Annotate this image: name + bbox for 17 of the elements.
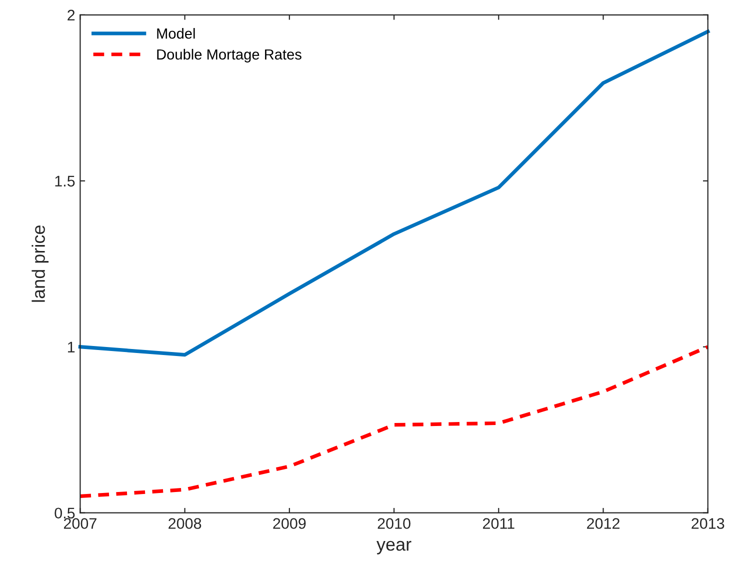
y-tick-label: 1.5 xyxy=(55,176,75,187)
x-tick-label: 2008 xyxy=(168,518,202,529)
x-tick-label: 2012 xyxy=(587,518,620,529)
x-tick-label: 2010 xyxy=(378,518,410,529)
line-series xyxy=(78,30,710,357)
legend-label: Model xyxy=(157,28,195,39)
x-tick-label: 2007 xyxy=(64,518,96,529)
x-tick-label: 2013 xyxy=(692,518,724,529)
legend-label: Double Mortage Rates xyxy=(157,48,302,63)
x-axis-title: year xyxy=(376,540,412,554)
x-tick-label: 2011 xyxy=(482,518,514,529)
y-tick-label: 1 xyxy=(68,342,75,352)
y-tick-label: 2 xyxy=(68,10,75,20)
y-axis-title: land price xyxy=(32,226,49,302)
y-tick-label: 0.5 xyxy=(54,508,75,519)
line-series xyxy=(78,345,710,498)
x-tick-label: 2009 xyxy=(273,518,306,529)
